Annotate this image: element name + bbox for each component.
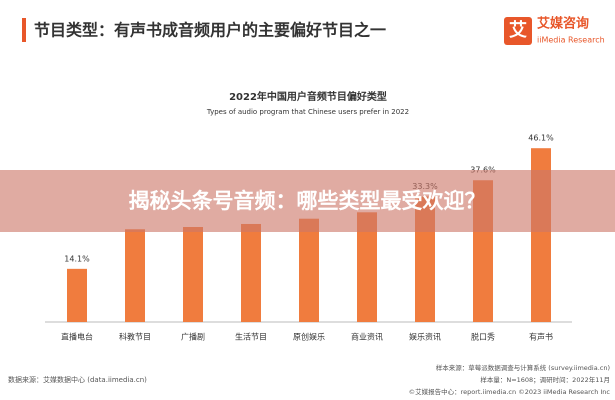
footer-copyright: ©艾媒报告中心：report.iimedia.cn ©2023 iiMedia … <box>409 387 611 396</box>
chart-title: 2022年中国用户音频节目偏好类型 <box>229 90 387 103</box>
logo-sub: iiMedia Research <box>537 36 605 45</box>
x-tick-label: 科教节目 <box>119 332 151 342</box>
footer-sample-source: 样本来源：草莓派数据调查与计算系统 (survey.iimedia.cn) <box>436 363 610 372</box>
banner <box>0 170 615 232</box>
bar <box>67 268 87 322</box>
x-tick-label: 生活节目 <box>235 332 267 342</box>
x-tick-label: 有声书 <box>529 332 553 342</box>
chart-subtitle: Types of audio program that Chinese user… <box>206 108 409 116</box>
bar <box>357 212 377 322</box>
footer-sample-size: 样本量：N=1608；调研时间：2022年11月 <box>480 375 610 384</box>
logo-box <box>504 17 532 45</box>
value-label: 14.1% <box>64 254 90 263</box>
bar <box>183 226 203 322</box>
x-tick-label: 娱乐资讯 <box>409 332 441 342</box>
header-title: 节目类型：有声书成音频用户的主要偏好节目之一 <box>34 21 386 40</box>
x-tick-label: 直播电台 <box>61 332 93 342</box>
x-tick-label: 商业资讯 <box>351 332 383 342</box>
x-tick-label: 脱口秀 <box>471 332 495 342</box>
x-tick-label: 原创娱乐 <box>293 332 325 342</box>
header-accent <box>22 18 26 42</box>
x-tick-label: 广播剧 <box>181 332 205 342</box>
footer-source: 数据来源：艾媒数据中心 (data.iimedia.cn) <box>8 375 147 384</box>
bar <box>299 218 319 322</box>
bar <box>241 223 261 322</box>
logo-name: 艾媒咨询 <box>537 16 589 32</box>
value-label: 46.1% <box>528 134 554 143</box>
bar <box>125 229 145 322</box>
logo-glyph: 艾 <box>509 19 527 41</box>
banner-text: 揭秘头条号音频：哪些类型最受欢迎？ <box>129 189 486 213</box>
